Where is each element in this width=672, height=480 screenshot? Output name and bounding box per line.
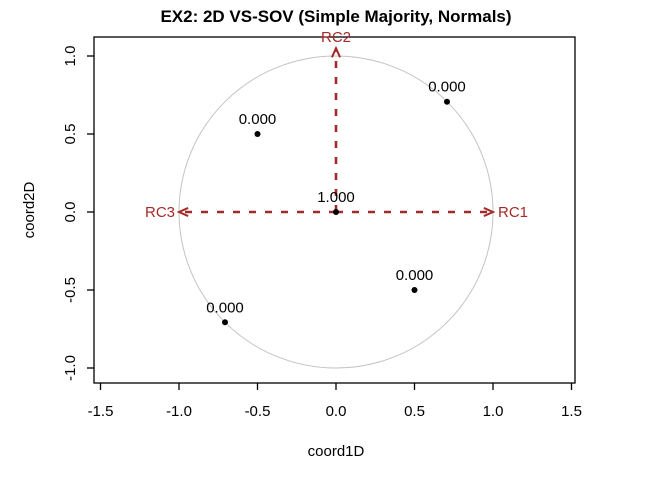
y-tick-label: -1.0: [62, 355, 79, 381]
y-axis-label: coord2D: [21, 181, 38, 238]
x-tick-label: -1.5: [88, 403, 114, 420]
arrowhead-rc3: [176, 207, 189, 217]
arrowhead-rc2: [331, 45, 341, 58]
arrow-label-rc1: RC1: [498, 204, 528, 221]
x-axis-label: coord1D: [308, 443, 365, 460]
plot-box: [93, 36, 576, 384]
data-point: [254, 131, 261, 137]
x-tick-label: -1.0: [166, 403, 192, 420]
x-tick-label: 0.5: [404, 403, 425, 420]
data-point-label: 0.000: [206, 299, 244, 316]
data-point-label: 0.000: [239, 111, 277, 128]
x-tick-label: 1.0: [483, 403, 504, 420]
data-point-label: 0.000: [428, 79, 466, 96]
y-tick-label: 0.0: [62, 202, 79, 223]
plot-area: -1.5 -1.0 -0.5 0.0 0.5 1.0 1.5 -1.0 -0.5 0.0 0.5 1.…: [62, 29, 582, 420]
data-point: [443, 98, 450, 105]
x-tick-label: 0.0: [326, 403, 347, 420]
x-tick-label: 1.5: [561, 403, 582, 420]
data-point: [222, 319, 229, 326]
arrowhead-rc1: [483, 207, 496, 217]
data-point-label: 0.000: [396, 267, 434, 284]
x-tick-label: -0.5: [245, 403, 271, 420]
data-point-label: 1.000: [317, 189, 355, 206]
arrow-label-rc2: RC2: [321, 29, 351, 46]
arrow-label-rc3: RC3: [145, 204, 175, 221]
y-tick-label: -0.5: [62, 277, 79, 303]
data-point: [411, 287, 418, 293]
chart-title: EX2: 2D VS-SOV (Simple Majority, Normals…: [160, 7, 511, 26]
data-point: [333, 209, 339, 215]
y-tick-label: 1.0: [62, 46, 79, 67]
y-tick-label: 0.5: [62, 124, 79, 145]
